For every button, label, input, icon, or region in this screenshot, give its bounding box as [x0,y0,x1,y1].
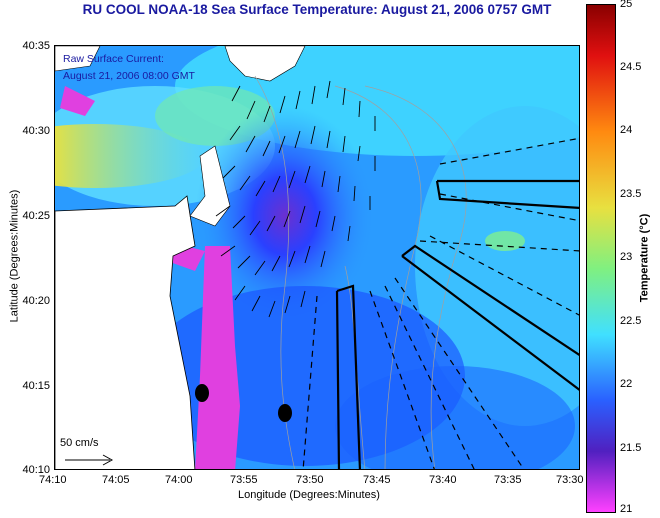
colorbar-tick: 25 [620,0,633,10]
x-axis-label: Longitude (Degrees:Minutes) [238,489,380,501]
scale-label: 50 cm/s [60,437,99,449]
current-vectors [215,80,376,318]
x-tick-label: 73:35 [494,474,522,486]
y-tick-label: 40:10 [22,464,50,476]
y-tick-label: 40:35 [22,40,50,52]
y-axis-label: Latitude (Degrees:Minutes) [8,189,21,323]
colorbar-label: Temperature (°C) [638,213,651,303]
colorbar-tick: 21 [620,503,633,515]
colorbar-tick: 24 [620,124,633,136]
sampling-boxes [335,179,579,469]
y-tick-label: 40:15 [22,380,50,392]
x-tick-label: 74:10 [39,474,67,486]
x-tick-label: 74:00 [165,474,193,486]
temperature-colorbar [586,4,616,513]
mooring-marker [195,384,209,402]
x-tick-label: 73:45 [363,474,391,486]
legend-line-1: Raw Surface Current: [63,53,164,65]
y-tick-label: 40:25 [22,210,50,222]
y-tick-label: 40:30 [22,125,50,137]
x-tick-label: 73:30 [556,474,584,486]
sst-map [54,45,580,470]
x-tick-label: 73:55 [230,474,258,486]
y-tick-label: 40:20 [22,295,50,307]
colorbar-tick: 22.5 [620,315,642,327]
scale-arrow [65,454,114,466]
colorbar-tick: 23 [620,251,633,263]
mooring-marker [278,404,292,422]
colorbar-tick: 22 [620,378,633,390]
radar-dashed-lines [302,137,579,469]
map-title: RU COOL NOAA-18 Sea Surface Temperature:… [82,2,552,17]
colorbar-tick: 24.5 [620,61,642,73]
x-tick-label: 74:05 [102,474,130,486]
x-tick-label: 73:40 [429,474,457,486]
legend-line-2: August 21, 2006 08:00 GMT [63,70,195,82]
x-tick-label: 73:50 [296,474,324,486]
colorbar-tick: 21.5 [620,442,642,454]
map-canvas [55,46,579,469]
colorbar-tick: 23.5 [620,188,642,200]
